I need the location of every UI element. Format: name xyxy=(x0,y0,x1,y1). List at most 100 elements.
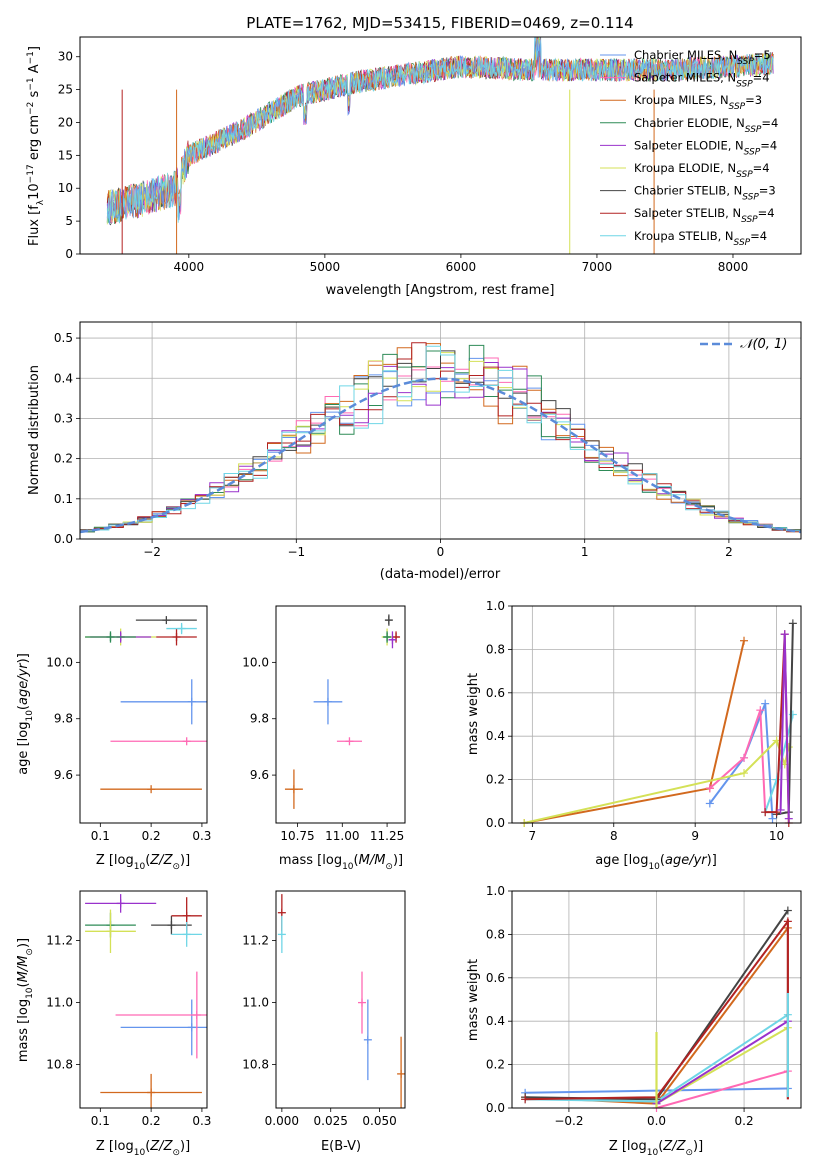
y-tick-label: 1.0 xyxy=(486,884,505,898)
text-part: 10 xyxy=(25,987,35,999)
text-part: age/yr xyxy=(16,662,31,705)
x-tick-label: 0 xyxy=(437,545,445,559)
spectrum-line xyxy=(106,37,774,224)
y-tick-label: 10.0 xyxy=(46,655,73,669)
x-tick-label: 9 xyxy=(691,829,699,843)
axes-frame xyxy=(79,321,802,540)
x-tick-label: 0.2 xyxy=(735,1114,754,1128)
text-part: 10 xyxy=(25,710,35,722)
text-part: =4 xyxy=(760,138,777,152)
y-axis-label: mass weight xyxy=(466,959,481,1041)
y-tick-label: 0.4 xyxy=(54,371,73,385)
y-tick-label: 0 xyxy=(65,247,73,261)
text-part: ( xyxy=(658,1139,663,1154)
text-part: ( xyxy=(16,705,31,710)
text-part: =4 xyxy=(753,161,770,175)
x-tick-label: 0.2 xyxy=(142,829,161,843)
text-part: Chabrier STELIB, N xyxy=(634,184,742,198)
text-part: Z/Z xyxy=(662,1139,686,1154)
weight-line xyxy=(709,703,774,819)
text-part: Z/Z xyxy=(149,1139,173,1154)
text-part: Z [log xyxy=(96,853,134,868)
text-part: =4 xyxy=(758,206,775,220)
axes-7 xyxy=(508,890,801,1112)
text-part: ⊙ xyxy=(385,862,393,872)
x-axis-label: Z [log10(Z/Z⊙)] xyxy=(96,1139,190,1158)
x-tick-label: 1 xyxy=(581,545,589,559)
text-part: −1 xyxy=(26,77,36,90)
text-part: )] xyxy=(180,1139,190,1154)
text-part: 10 xyxy=(342,862,354,872)
y-tick-label: 10.8 xyxy=(46,1058,73,1072)
y-tick-label: 0.1 xyxy=(54,492,73,506)
y-tick-label: 0.4 xyxy=(486,1014,505,1028)
text-part: Z [log xyxy=(609,1139,647,1154)
x-axis-label: age [log10(age/yr)] xyxy=(595,853,717,872)
text-part: −2 xyxy=(26,102,36,115)
axes-frame xyxy=(79,605,208,824)
weight-line xyxy=(779,634,790,819)
axes-frame xyxy=(79,890,208,1109)
x-tick-label: 0.1 xyxy=(91,829,110,843)
text-part: SSP xyxy=(744,147,761,157)
text-part: Salpeter MILES, N xyxy=(634,71,736,85)
y-tick-label: 10.0 xyxy=(242,655,269,669)
y-tick-label: 0.6 xyxy=(486,686,505,700)
x-tick-label: 0.3 xyxy=(192,1114,211,1128)
text-part: =3 xyxy=(759,184,776,198)
x-tick-label: 5000 xyxy=(310,260,341,274)
text-part: erg cm xyxy=(27,115,42,164)
legend-label: Salpeter STELIB, NSSP=4 xyxy=(634,206,775,225)
text-part: ⊙ xyxy=(172,1148,180,1158)
y-tick-label: 10.8 xyxy=(242,1058,269,1072)
text-part: λ xyxy=(36,199,46,205)
x-tick-label: 11.00 xyxy=(325,829,359,843)
text-part: −1 xyxy=(26,51,36,64)
text-part: Kroupa STELIB, N xyxy=(634,229,734,243)
x-tick-label: 0.3 xyxy=(192,829,211,843)
text-part: 10 xyxy=(134,1148,146,1158)
y-tick-label: 0.2 xyxy=(486,1058,505,1072)
text-part: SSP xyxy=(736,170,753,180)
text-part: SSP xyxy=(736,80,753,90)
y-tick-label: 9.6 xyxy=(250,768,269,782)
text-part: SSP xyxy=(741,215,758,225)
x-tick-label: −0.2 xyxy=(554,1114,583,1128)
x-tick-label: 0.1 xyxy=(91,1114,110,1128)
y-tick-label: 11.2 xyxy=(242,934,269,948)
weight-line xyxy=(523,738,790,823)
y-axis-label: mass [log10(M/M⊙)] xyxy=(16,938,35,1062)
y-tick-label: 11.0 xyxy=(242,996,269,1010)
spectrum-line xyxy=(106,37,774,225)
text-part: Chabrier ELODIE, N xyxy=(634,116,745,130)
text-part: ] xyxy=(27,46,42,51)
legend-label: Salpeter MILES, NSSP=4 xyxy=(634,71,770,90)
y-tick-label: 0.8 xyxy=(486,642,505,656)
text-part: Z/Z xyxy=(149,853,173,868)
text-part: )] xyxy=(693,1139,703,1154)
y-tick-label: 10 xyxy=(58,181,73,195)
legend-label: Kroupa MILES, NSSP=3 xyxy=(634,93,762,112)
legend-label: Chabrier STELIB, NSSP=3 xyxy=(634,184,776,203)
axes-frame xyxy=(275,605,406,824)
legend-label: 𝒩(0, 1) xyxy=(740,337,787,352)
text-part: SSP xyxy=(742,193,759,203)
y-tick-label: 0.8 xyxy=(486,927,505,941)
text-part: 10 xyxy=(648,862,660,872)
x-tick-label: 10 xyxy=(769,829,784,843)
axes-1 xyxy=(76,322,801,543)
x-axis-label: E(B-V) xyxy=(321,1139,361,1154)
spectrum-line xyxy=(106,37,774,224)
axes-6 xyxy=(272,894,405,1112)
y-tick-label: 0.0 xyxy=(486,816,505,830)
x-axis-label: mass [log10(M/M⊙)] xyxy=(279,853,403,872)
y-tick-label: 20 xyxy=(58,115,73,129)
text-part: Salpeter ELODIE, N xyxy=(634,138,744,152)
x-tick-label: 8 xyxy=(610,829,618,843)
text-part: age/yr xyxy=(665,853,708,868)
text-part: SSP xyxy=(734,238,751,248)
text-part: SSP xyxy=(745,125,762,135)
x-axis-label: Z [log10(Z/Z⊙)] xyxy=(609,1139,703,1158)
text-part: )] xyxy=(393,853,403,868)
